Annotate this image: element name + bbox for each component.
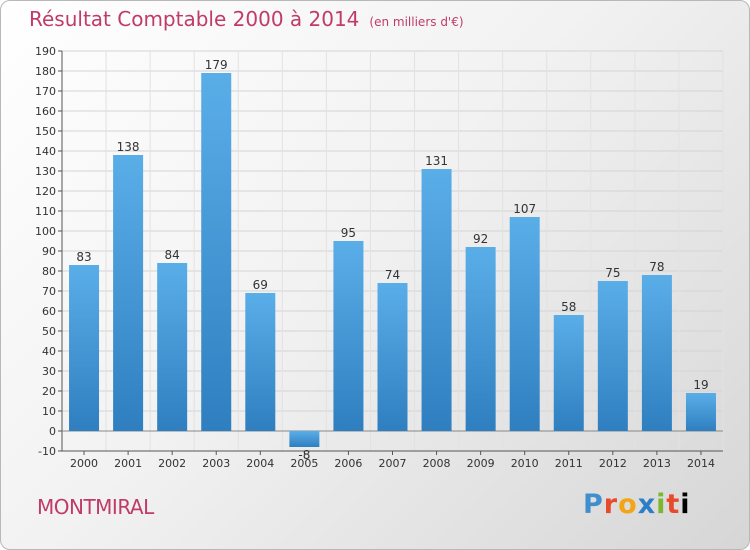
bar bbox=[377, 283, 408, 431]
y-tick-label: -10 bbox=[38, 445, 56, 458]
x-tick-label: 2012 bbox=[599, 457, 627, 470]
bar bbox=[553, 315, 584, 431]
bar bbox=[641, 275, 672, 431]
y-tick-label: 90 bbox=[42, 245, 56, 258]
x-tick-label: 2007 bbox=[379, 457, 407, 470]
data-label: 107 bbox=[513, 202, 536, 216]
data-label: 78 bbox=[649, 260, 664, 274]
data-label: 58 bbox=[561, 300, 576, 314]
x-tick-label: 2002 bbox=[158, 457, 186, 470]
data-label: -8 bbox=[298, 448, 310, 462]
y-tick-label: 190 bbox=[35, 45, 56, 58]
chart-subtitle: (en milliers d'€) bbox=[369, 15, 464, 29]
chart-title-main: Résultat Comptable 2000 à 2014 bbox=[29, 7, 360, 31]
data-label: 131 bbox=[425, 154, 448, 168]
y-tick-label: 170 bbox=[35, 85, 56, 98]
x-tick-label: 2008 bbox=[423, 457, 451, 470]
chart-title: Résultat Comptable 2000 à 2014 (en millie… bbox=[29, 7, 464, 31]
x-tick-label: 2010 bbox=[511, 457, 539, 470]
x-tick-label: 2003 bbox=[202, 457, 230, 470]
y-tick-label: 50 bbox=[42, 325, 56, 338]
x-tick-label: 2001 bbox=[114, 457, 142, 470]
bar-layer bbox=[69, 73, 716, 447]
data-label: 74 bbox=[385, 268, 400, 282]
y-tick-label: 120 bbox=[35, 185, 56, 198]
x-tick-label: 2000 bbox=[70, 457, 98, 470]
y-tick-label: 10 bbox=[42, 405, 56, 418]
axis-layer: -10 0 10 20 30 40 50 60 70 80 90 100 110 120 130 140 150… bbox=[35, 45, 723, 470]
y-tick-label: 180 bbox=[35, 65, 56, 78]
bar bbox=[421, 169, 452, 431]
data-label: 138 bbox=[117, 140, 140, 154]
bar bbox=[157, 263, 188, 431]
logo-letter: P bbox=[583, 489, 604, 520]
y-tick-label: 80 bbox=[42, 265, 56, 278]
bar bbox=[685, 393, 716, 431]
bar bbox=[69, 265, 100, 431]
x-tick-label: 2011 bbox=[555, 457, 583, 470]
logo-letter: r bbox=[603, 489, 619, 520]
y-tick-label: 20 bbox=[42, 385, 56, 398]
bar bbox=[289, 431, 320, 447]
data-label: 92 bbox=[473, 232, 488, 246]
data-label: 95 bbox=[341, 226, 356, 240]
y-tick-label: 70 bbox=[42, 285, 56, 298]
logo-letter: x bbox=[637, 489, 657, 520]
x-tick-label: 2005 bbox=[290, 457, 318, 470]
y-tick-label: 0 bbox=[49, 425, 56, 438]
place-name: MONTMIRAL bbox=[37, 495, 154, 519]
bar bbox=[333, 241, 364, 431]
y-tick-label: 30 bbox=[42, 365, 56, 378]
y-tick-label: 160 bbox=[35, 105, 56, 118]
bar bbox=[201, 73, 232, 431]
x-tick-label: 2006 bbox=[334, 457, 362, 470]
bar bbox=[597, 281, 628, 431]
y-tick-label: 140 bbox=[35, 145, 56, 158]
bar bbox=[113, 155, 144, 431]
bar bbox=[245, 293, 276, 431]
data-label: 84 bbox=[165, 248, 180, 262]
proxiti-logo: Proxiti bbox=[583, 489, 691, 520]
logo-letter: o bbox=[618, 489, 638, 520]
label-layer: 83 138 84 179 69 -8 95 74 131 92 107 58 75 78 19 bbox=[76, 58, 708, 462]
logo-letter: i bbox=[656, 489, 667, 520]
y-tick-label: 110 bbox=[35, 205, 56, 218]
data-label: 179 bbox=[205, 58, 228, 72]
y-tick-label: 40 bbox=[42, 345, 56, 358]
x-tick-label: 2013 bbox=[643, 457, 671, 470]
data-label: 75 bbox=[605, 266, 620, 280]
data-label: 69 bbox=[253, 278, 268, 292]
data-label: 19 bbox=[693, 378, 708, 392]
x-tick-label: 2009 bbox=[467, 457, 495, 470]
logo-letter: t bbox=[666, 489, 681, 520]
y-tick-label: 130 bbox=[35, 165, 56, 178]
bar bbox=[465, 247, 496, 431]
logo-letter: i bbox=[680, 489, 691, 520]
x-tick-label: 2014 bbox=[687, 457, 715, 470]
x-tick-label: 2004 bbox=[246, 457, 274, 470]
y-tick-label: 150 bbox=[35, 125, 56, 138]
bar bbox=[509, 217, 540, 431]
data-label: 83 bbox=[76, 250, 91, 264]
y-tick-label: 60 bbox=[42, 305, 56, 318]
y-tick-label: 100 bbox=[35, 225, 56, 238]
